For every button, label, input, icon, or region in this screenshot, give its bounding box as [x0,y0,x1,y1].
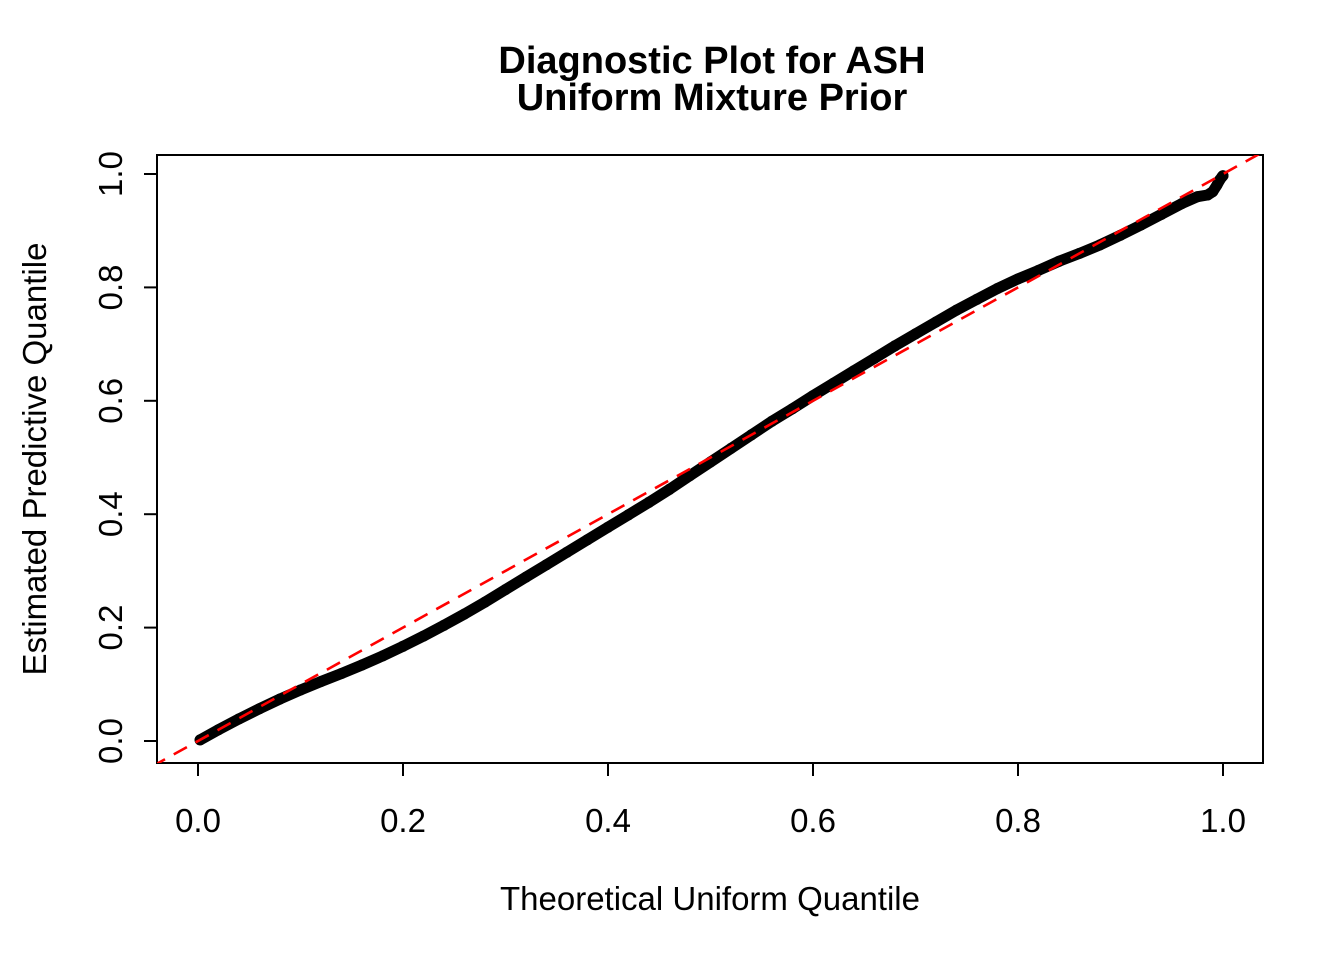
quantile-point [684,470,696,482]
chart-title-line2: Uniform Mixture Prior [517,77,908,119]
quantile-point [951,304,962,316]
quantile-point [377,650,388,662]
quantile-point [274,693,286,705]
x-axis: 0.0 0.2 0.4 0.6 0.8 1.0 [175,763,1246,839]
x-axis-title: Theoretical Uniform Quantile [500,880,920,917]
quantile-point [1033,264,1044,276]
quantile-point [356,659,368,671]
quantile-point [643,496,655,508]
quantile-point [459,608,470,620]
quantile-point [479,596,491,608]
data-layer [157,155,1261,763]
quantile-point [828,377,839,389]
quantile-point [1176,198,1188,209]
quantile-point [541,559,552,571]
quantile-point [869,352,880,364]
y-tick-label: 0.4 [92,491,129,537]
quantile-point [500,584,511,596]
quantile-point [561,546,573,558]
y-tick-label: 0.2 [92,605,129,651]
quantile-point [315,676,327,687]
quantile-point [336,668,347,679]
y-axis-title: Estimated Predictive Quantile [16,243,53,676]
quantile-point [397,640,409,652]
x-tick-label: 0.6 [790,802,836,839]
quantile-point [1191,191,1203,203]
quantile-point [623,509,634,521]
quantile-point [1012,273,1024,285]
quantile-point [520,571,532,583]
x-tick-label: 0.4 [585,802,631,839]
y-axis: 0.0 0.2 0.4 0.6 0.8 1.0 [92,151,157,764]
quantile-point [602,521,614,533]
x-tick-label: 0.8 [995,802,1041,839]
quantile-point [418,630,429,642]
quantile-point [889,340,901,352]
plot-border-box [156,154,1264,764]
quantile-point [295,684,306,696]
quantile-point [438,619,450,631]
quantile-point [848,365,860,377]
x-tick-label: 0.2 [380,802,426,839]
y-tick-label: 1.0 [92,151,129,197]
y-tick-label: 0.8 [92,264,129,310]
x-tick-label: 0.0 [175,802,221,839]
chart-title-line1: Diagnostic Plot for ASH [498,40,925,82]
x-tick-label: 1.0 [1200,802,1246,839]
y-tick-label: 0.0 [92,718,129,764]
quantile-point [930,316,942,328]
quantile-point [910,328,921,340]
quantile-point [1156,208,1167,220]
quantile-point [971,293,983,305]
identity-reference-line [157,155,1261,763]
quantile-point [992,283,1003,294]
y-tick-label: 0.6 [92,378,129,424]
quantile-point [664,483,675,495]
quantile-point [582,534,593,546]
